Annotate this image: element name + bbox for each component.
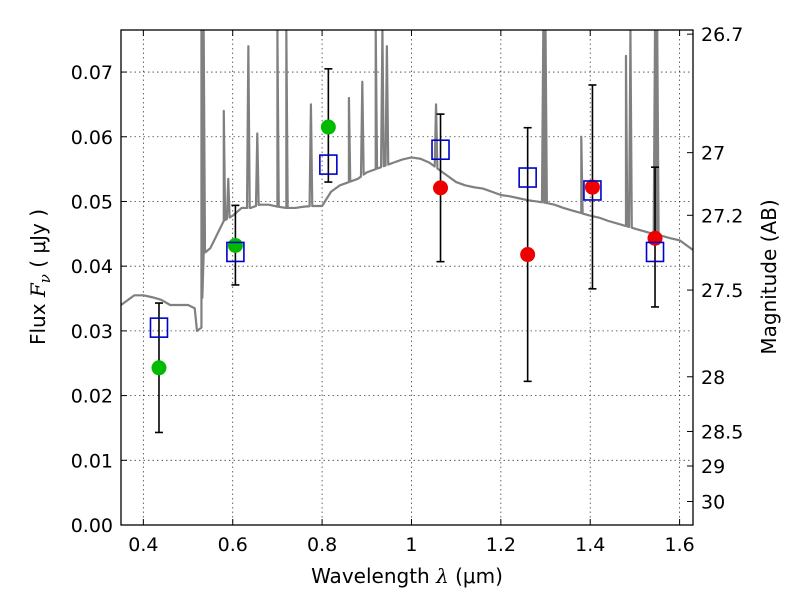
y-tick-label: 0.06 [71, 127, 113, 149]
model-photometry-square [431, 139, 450, 161]
observed-point-red [433, 180, 449, 196]
model-photometry-square [645, 241, 665, 263]
model-photometry-square [518, 167, 537, 188]
model-photometry-square [319, 154, 338, 175]
observed-point-red [520, 247, 536, 263]
x-tick-label: 1.4 [575, 534, 605, 556]
observed-point-green [151, 360, 167, 376]
x-tick-label: 0.6 [218, 534, 248, 556]
x-tick-label: 1.2 [486, 534, 516, 556]
y-tick-label: 0.00 [71, 515, 113, 537]
y2-tick-label: 27 [701, 143, 725, 165]
y2-tick-label: 29 [701, 456, 725, 478]
y-axis-label: Flux Fν ( μJy ) [26, 209, 54, 345]
grid [121, 30, 693, 525]
model-spectrum [121, 30, 693, 332]
observed-point-red [584, 179, 600, 195]
x-tick-label: 0.4 [128, 534, 158, 556]
observed-point-red [647, 230, 663, 246]
x-tick-label: 1.6 [664, 534, 694, 556]
y-tick-label: 0.05 [71, 191, 113, 213]
x-tick-label: 0.8 [307, 534, 337, 556]
y2-tick-label: 27.2 [701, 205, 743, 227]
y-tick-label: 0.07 [71, 62, 113, 84]
y2-tick-label: 28 [701, 367, 725, 389]
observed-point-green [227, 237, 243, 253]
y2-tick-label: 28.5 [701, 421, 743, 443]
model-photometry-square [226, 241, 245, 263]
model-photometry-square [149, 317, 169, 338]
spectrum-line [121, 30, 693, 332]
observed-point-green [320, 119, 336, 135]
y2-tick-label: 30 [701, 492, 725, 514]
plot-frame [120, 29, 694, 526]
model-photometry-points [149, 139, 665, 338]
y2-tick-label: 26.7 [701, 24, 743, 46]
x-tick-label: 1 [405, 534, 417, 556]
y-tick-label: 0.01 [71, 450, 113, 472]
model-photometry-square [583, 180, 602, 201]
y-tick-label: 0.02 [71, 386, 113, 408]
y-tick-label: 0.04 [71, 256, 113, 278]
y2-tick-label: 27.5 [701, 280, 743, 302]
y2-axis-label: Magnitude (AB) [757, 199, 781, 354]
axis-ticks: 0.4 0.6 0.8 1 1.2 1.4 1.6 0.00 0.01 0.02 0.03 0.04 0… [71, 24, 744, 556]
x-axis-label: Wavelength λ (μm) [311, 564, 503, 588]
y-tick-label: 0.03 [71, 321, 113, 343]
